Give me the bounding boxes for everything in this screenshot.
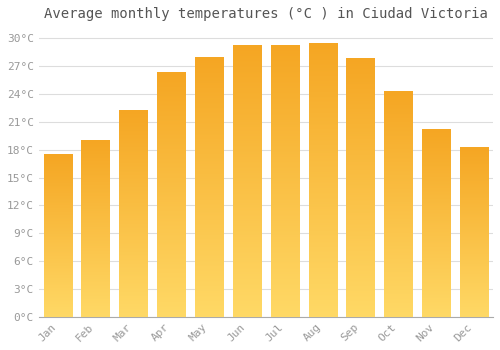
- Title: Average monthly temperatures (°C ) in Ciudad Victoria: Average monthly temperatures (°C ) in Ci…: [44, 7, 488, 21]
